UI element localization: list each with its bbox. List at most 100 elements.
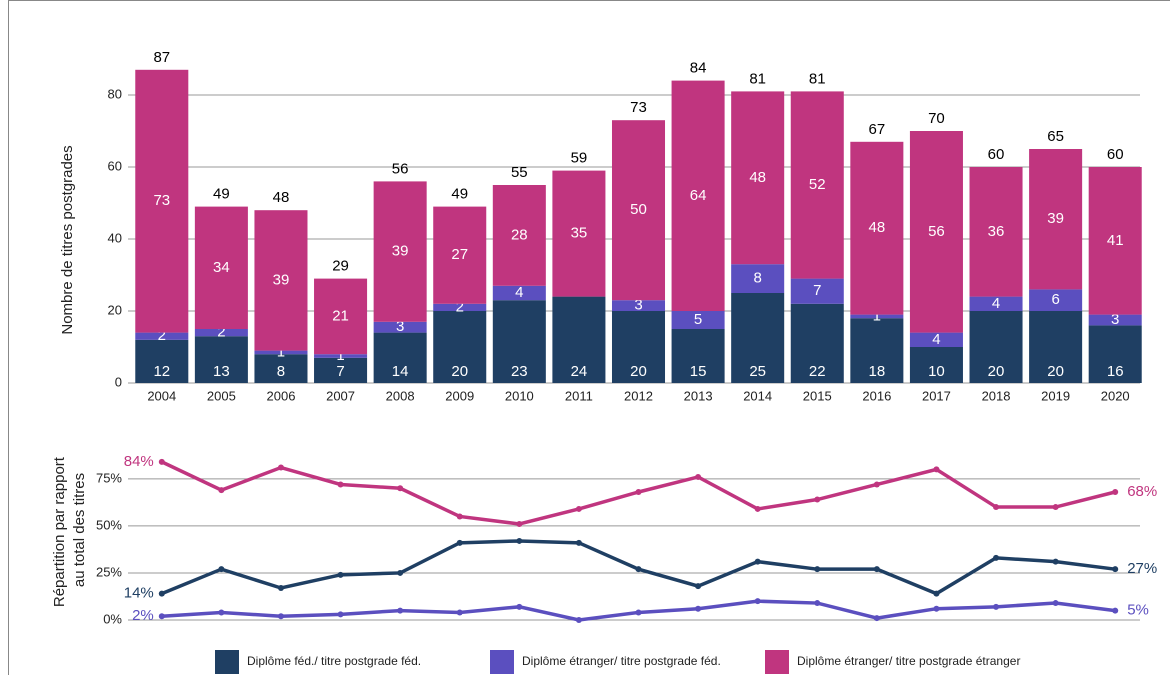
y-axis-label-line: au total des titres	[71, 473, 88, 587]
point	[993, 504, 1000, 511]
point	[337, 611, 344, 618]
x-tick-label: 2019	[1041, 388, 1070, 403]
point	[456, 609, 463, 616]
bar-segment	[909, 131, 963, 333]
bar-segment	[314, 357, 368, 383]
bar-segment	[1088, 314, 1142, 326]
y-tick-label: 20	[108, 302, 122, 317]
point	[575, 617, 582, 623]
point	[1112, 566, 1119, 573]
bar-segment	[254, 210, 308, 351]
bar-segment	[671, 80, 725, 311]
point	[873, 481, 880, 488]
data-label: 5	[694, 311, 702, 328]
bar-segment	[552, 296, 606, 383]
x-tick-label: 2014	[743, 388, 772, 403]
point	[158, 458, 165, 465]
data-label: 22	[809, 363, 826, 380]
data-label: 2	[217, 324, 225, 341]
bar-segment	[671, 329, 725, 383]
data-label: 41	[1107, 232, 1124, 249]
data-label: 18	[869, 363, 886, 380]
total-label: 81	[749, 70, 766, 87]
end-label: 27%	[1127, 560, 1157, 577]
total-label: 67	[869, 121, 886, 138]
point	[575, 505, 582, 512]
point	[218, 566, 225, 573]
total-label: 65	[1047, 128, 1064, 145]
point	[1112, 489, 1119, 495]
data-label: 48	[869, 219, 886, 236]
point	[695, 473, 702, 480]
point	[456, 539, 463, 546]
legend-swatch	[215, 650, 239, 674]
point	[635, 566, 642, 573]
y-axis-label: Nombre de titres postgrades	[59, 145, 76, 334]
total-label: 48	[273, 189, 290, 206]
point	[814, 600, 821, 607]
x-tick-label: 2012	[624, 388, 653, 403]
x-tick-label: 2017	[922, 388, 951, 403]
point	[516, 603, 523, 610]
end-label: 5%	[1127, 602, 1149, 619]
data-label: 20	[988, 363, 1005, 380]
data-label: 2	[158, 327, 166, 344]
total-label: 49	[213, 186, 230, 203]
bar-segment	[850, 141, 904, 315]
data-label: 64	[690, 187, 707, 204]
total-label: 55	[511, 164, 528, 181]
point	[218, 609, 225, 616]
bar-segment	[314, 278, 368, 355]
x-tick-label: 2015	[803, 388, 832, 403]
bar-segment	[492, 300, 546, 383]
bar-segment	[373, 181, 427, 322]
data-label: 20	[630, 363, 647, 380]
bar-segment	[790, 303, 844, 383]
x-tick-label: 2005	[207, 388, 236, 403]
y-tick-label: 0%	[103, 611, 122, 626]
bar-segment	[552, 170, 606, 297]
x-tick-label: 2009	[445, 388, 474, 403]
bar-segment	[194, 206, 248, 329]
x-tick-label: 2007	[326, 388, 355, 403]
data-label: 39	[392, 243, 409, 260]
legend-label: Diplôme étranger/ titre postgrade étrang…	[797, 654, 1020, 668]
data-label: 3	[1111, 311, 1119, 328]
data-label: 3	[634, 297, 642, 314]
data-label: 48	[749, 169, 766, 186]
data-label: 27	[451, 246, 468, 263]
data-label: 8	[754, 270, 762, 287]
point	[1112, 607, 1119, 614]
y-tick-label: 50%	[96, 517, 122, 532]
total-label: 70	[928, 110, 945, 127]
data-label: 1	[873, 307, 881, 324]
bar-segment	[909, 332, 963, 347]
point	[754, 558, 761, 565]
point	[397, 569, 404, 576]
total-label: 56	[392, 160, 409, 177]
bar-segment	[135, 332, 189, 340]
total-label: 87	[153, 49, 170, 66]
data-label: 4	[515, 284, 523, 301]
data-label: 20	[451, 363, 468, 380]
bar-segment	[731, 293, 785, 383]
bar-segment	[969, 311, 1023, 383]
bar-segment	[850, 318, 904, 383]
data-label: 23	[511, 363, 528, 380]
bar-segment	[790, 278, 844, 304]
end-label: 14%	[124, 585, 154, 602]
x-tick-label: 2016	[862, 388, 891, 403]
data-label: 10	[928, 363, 945, 380]
data-label: 25	[749, 363, 766, 380]
point	[695, 605, 702, 612]
point	[277, 464, 284, 471]
data-label: 39	[1047, 210, 1064, 227]
bar-segment	[492, 185, 546, 286]
point	[873, 566, 880, 573]
data-label: 14	[392, 363, 409, 380]
data-label: 52	[809, 176, 826, 193]
data-label: 12	[153, 363, 170, 380]
total-label: 60	[988, 146, 1005, 163]
bar-segment	[850, 314, 904, 319]
